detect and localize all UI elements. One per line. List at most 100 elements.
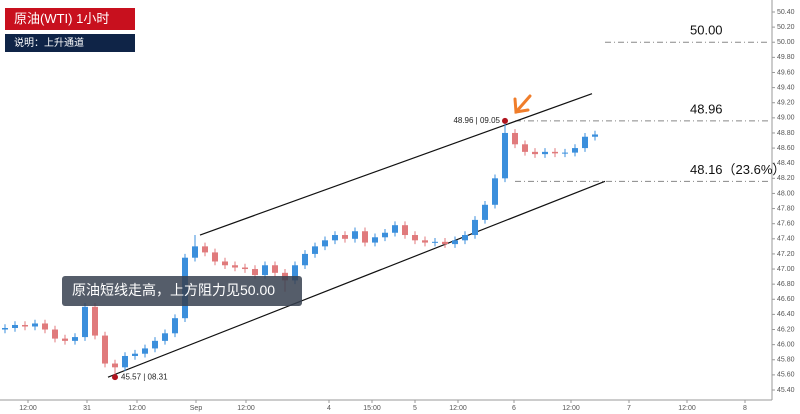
x-tick-label: Sep <box>190 405 203 412</box>
candle-body <box>42 323 48 330</box>
candle-body <box>172 318 178 334</box>
point-label: 45.57 | 08.31 <box>121 372 168 381</box>
candle-body <box>32 323 38 327</box>
plot <box>2 41 770 378</box>
x-tick-label: 12:00 <box>237 405 255 412</box>
title-box <box>5 8 135 30</box>
candle-body <box>492 178 498 205</box>
candle-body <box>462 235 468 241</box>
candle-body <box>562 152 568 154</box>
candle-body <box>392 225 398 233</box>
annotation: 原油短线走高，上方阻力见50.00 <box>72 282 275 298</box>
candle-body <box>572 148 578 153</box>
x-tick-label: 12:00 <box>678 405 696 412</box>
channel-line <box>107 180 606 378</box>
x-tick-label: 12:00 <box>562 405 580 412</box>
candle-body <box>582 136 588 149</box>
x-tick-label: 4 <box>327 405 331 412</box>
y-tick-label: 50.40 <box>777 9 795 16</box>
candle-body <box>442 241 448 245</box>
candle-body <box>162 333 168 341</box>
x-tick-label: 31 <box>83 405 91 412</box>
candle-body <box>252 269 258 276</box>
y-tick-label: 49.60 <box>777 69 795 76</box>
point-marker <box>502 117 508 124</box>
y-tick-label: 48.00 <box>777 190 795 197</box>
y-tick-label: 48.60 <box>777 145 795 152</box>
y-tick-label: 45.80 <box>777 357 795 364</box>
candle-body <box>312 246 318 254</box>
candle-body <box>212 252 218 262</box>
chart-subtitle: 说明：上升通道 <box>14 36 84 49</box>
candle-body <box>422 240 428 243</box>
candle-body <box>192 246 198 258</box>
candle-body <box>142 348 148 354</box>
candle-body <box>382 232 388 238</box>
candle-body <box>342 235 348 239</box>
candle-body <box>12 324 18 329</box>
x-tick-label: 5 <box>413 405 417 412</box>
level-label: 50.00 <box>690 23 723 38</box>
candle-body <box>82 306 88 338</box>
candle-body <box>72 337 78 341</box>
y-tick-label: 49.20 <box>777 100 795 107</box>
x-tick-label: 15:00 <box>363 405 381 412</box>
x-tick-label: 7 <box>627 405 631 412</box>
y-tick-label: 47.20 <box>777 251 795 258</box>
candle-body <box>472 219 478 236</box>
y-tick-label: 49.00 <box>777 115 795 122</box>
candle-body <box>502 132 508 179</box>
y-tick-label: 50.20 <box>777 24 795 31</box>
candle-body <box>92 306 98 336</box>
candle-body <box>322 240 328 247</box>
x-tick-label: 8 <box>743 405 747 412</box>
annotation-box <box>62 276 302 306</box>
y-tick-label: 48.80 <box>777 130 795 137</box>
candle-body <box>302 253 308 266</box>
candle-body <box>272 265 278 273</box>
y-tick-label: 48.40 <box>777 160 795 167</box>
candle-body <box>222 261 228 266</box>
y-tick-label: 48.20 <box>777 175 795 182</box>
y-tick-label: 46.40 <box>777 311 795 318</box>
candle-body <box>122 355 128 368</box>
candle-body <box>262 265 268 276</box>
y-tick-label: 49.80 <box>777 54 795 61</box>
subtitle-box <box>5 34 135 52</box>
candle-body <box>52 329 58 339</box>
candle-body <box>152 340 158 349</box>
candle-body <box>372 237 378 243</box>
candle-body <box>22 324 28 327</box>
candle-body <box>552 151 558 154</box>
y-tick-label: 46.00 <box>777 341 795 348</box>
y-tick-label: 50.00 <box>777 39 795 46</box>
candle-body <box>532 151 538 155</box>
y-tick-label: 47.40 <box>777 236 795 243</box>
candle-body <box>62 338 68 341</box>
x-tick-label: 12:00 <box>128 405 146 412</box>
x-tick-label: 12:00 <box>19 405 37 412</box>
candle-body <box>232 265 238 268</box>
candle-body <box>402 225 408 236</box>
candle-body <box>592 134 598 137</box>
candle-body <box>102 335 108 364</box>
candle-body <box>242 267 248 270</box>
channel-line <box>199 93 593 236</box>
candle-body <box>432 241 438 243</box>
candle-body <box>522 144 528 152</box>
candle-body <box>452 240 458 245</box>
x-tick-label: 12:00 <box>449 405 467 412</box>
level-label: 48.16（23.6%） <box>690 162 785 177</box>
point-label: 48.96 | 09.05 <box>453 116 500 125</box>
arrow <box>513 94 532 114</box>
y-tick-label: 49.40 <box>777 84 795 91</box>
level-label: 48.96 <box>690 101 723 116</box>
y-tick-label: 47.00 <box>777 266 795 273</box>
y-tick-label: 46.60 <box>777 296 795 303</box>
y-tick-label: 45.40 <box>777 387 795 394</box>
point-marker <box>112 374 118 381</box>
candle-body <box>512 132 518 145</box>
y-tick-label: 45.60 <box>777 372 795 379</box>
